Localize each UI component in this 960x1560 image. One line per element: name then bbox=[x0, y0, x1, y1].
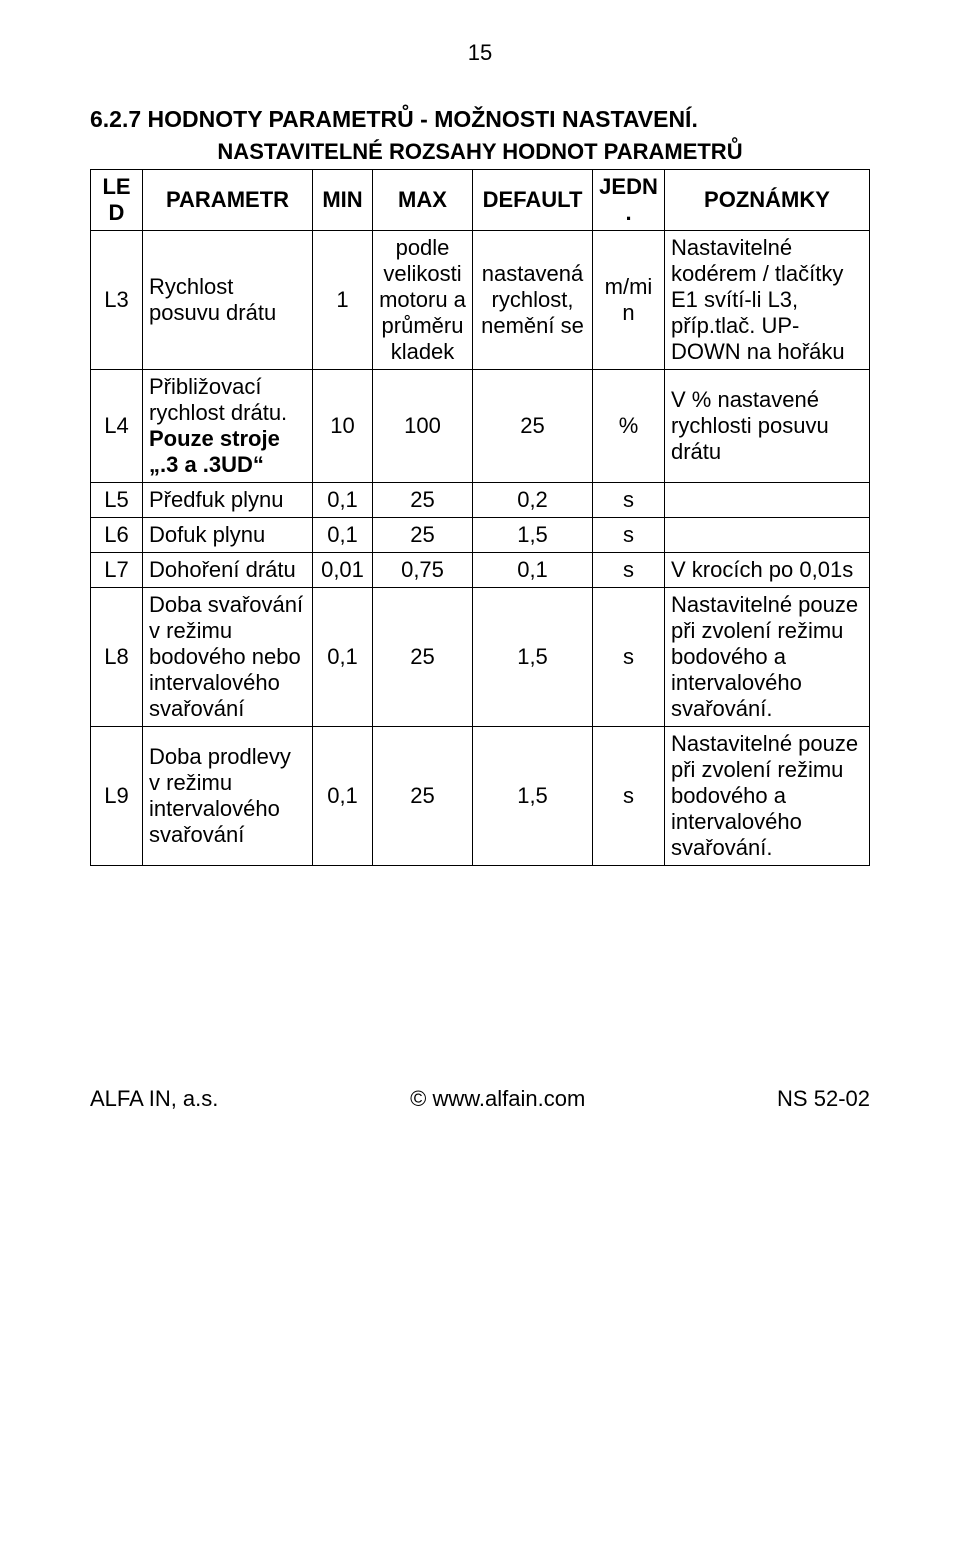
cell-param: Předfuk plynu bbox=[143, 483, 313, 518]
cell-unit: s bbox=[593, 518, 665, 553]
cell-param: Doba prodlevy v režimu intervalového sva… bbox=[143, 727, 313, 866]
cell-unit: % bbox=[593, 370, 665, 483]
cell-note: Nastavitelné kodérem / tlačítky E1 svítí… bbox=[665, 231, 870, 370]
cell-min: 0,1 bbox=[313, 588, 373, 727]
page-number: 15 bbox=[90, 40, 870, 66]
cell-unit: s bbox=[593, 553, 665, 588]
table-body: L3 Rychlost posuvu drátu 1 podle velikos… bbox=[91, 231, 870, 866]
table-row: L3 Rychlost posuvu drátu 1 podle velikos… bbox=[91, 231, 870, 370]
cell-def: nastavená rychlost, nemění se bbox=[473, 231, 593, 370]
table-row: L8 Doba svařování v režimu bodového nebo… bbox=[91, 588, 870, 727]
footer-right: NS 52-02 bbox=[777, 1086, 870, 1112]
cell-led: L4 bbox=[91, 370, 143, 483]
cell-min: 0,1 bbox=[313, 518, 373, 553]
cell-unit: s bbox=[593, 588, 665, 727]
cell-def: 1,5 bbox=[473, 727, 593, 866]
table-row: L7 Dohoření drátu 0,01 0,75 0,1 s V kroc… bbox=[91, 553, 870, 588]
cell-note: V % nastavené rychlosti posuvu drátu bbox=[665, 370, 870, 483]
cell-min: 0,1 bbox=[313, 483, 373, 518]
cell-max: 100 bbox=[373, 370, 473, 483]
table-header-row: LED PARAMETR MIN MAX DEFAULT JEDN. POZNÁ… bbox=[91, 170, 870, 231]
cell-led: L8 bbox=[91, 588, 143, 727]
header-default: DEFAULT bbox=[473, 170, 593, 231]
footer-center: © www.alfain.com bbox=[410, 1086, 585, 1112]
cell-param: Dofuk plynu bbox=[143, 518, 313, 553]
cell-note: Nastavitelné pouze při zvolení režimu bo… bbox=[665, 588, 870, 727]
cell-param: Dohoření drátu bbox=[143, 553, 313, 588]
cell-min: 10 bbox=[313, 370, 373, 483]
cell-led: L3 bbox=[91, 231, 143, 370]
cell-note bbox=[665, 518, 870, 553]
cell-led: L7 bbox=[91, 553, 143, 588]
document-page: 15 6.2.7 HODNOTY PARAMETRŮ - MOŽNOSTI NA… bbox=[0, 0, 960, 1142]
cell-unit: s bbox=[593, 483, 665, 518]
cell-param: Doba svařování v režimu bodového nebo in… bbox=[143, 588, 313, 727]
cell-min: 0,01 bbox=[313, 553, 373, 588]
cell-min: 1 bbox=[313, 231, 373, 370]
cell-led: L9 bbox=[91, 727, 143, 866]
cell-def: 0,2 bbox=[473, 483, 593, 518]
header-poznamky: POZNÁMKY bbox=[665, 170, 870, 231]
table-row: L6 Dofuk plynu 0,1 25 1,5 s bbox=[91, 518, 870, 553]
cell-max: 25 bbox=[373, 727, 473, 866]
footer-left: ALFA IN, a.s. bbox=[90, 1086, 218, 1112]
cell-unit: s bbox=[593, 727, 665, 866]
cell-led: L6 bbox=[91, 518, 143, 553]
cell-def: 1,5 bbox=[473, 518, 593, 553]
table-row: L5 Předfuk plynu 0,1 25 0,2 s bbox=[91, 483, 870, 518]
cell-max: podle velikosti motoru a průměru kladek bbox=[373, 231, 473, 370]
cell-unit: m/min bbox=[593, 231, 665, 370]
cell-min: 0,1 bbox=[313, 727, 373, 866]
cell-max: 0,75 bbox=[373, 553, 473, 588]
cell-led: L5 bbox=[91, 483, 143, 518]
header-led: LED bbox=[91, 170, 143, 231]
header-min: MIN bbox=[313, 170, 373, 231]
cell-note bbox=[665, 483, 870, 518]
cell-def: 0,1 bbox=[473, 553, 593, 588]
table-row: L9 Doba prodlevy v režimu intervalového … bbox=[91, 727, 870, 866]
cell-note: V krocích po 0,01s bbox=[665, 553, 870, 588]
table-row: L4 Přibližovací rychlost drátu. Pouze st… bbox=[91, 370, 870, 483]
parameters-table: LED PARAMETR MIN MAX DEFAULT JEDN. POZNÁ… bbox=[90, 169, 870, 866]
cell-param: Rychlost posuvu drátu bbox=[143, 231, 313, 370]
cell-note: Nastavitelné pouze při zvolení režimu bo… bbox=[665, 727, 870, 866]
cell-max: 25 bbox=[373, 518, 473, 553]
cell-def: 25 bbox=[473, 370, 593, 483]
header-parametr: PARAMETR bbox=[143, 170, 313, 231]
header-jedn: JEDN. bbox=[593, 170, 665, 231]
cell-max: 25 bbox=[373, 588, 473, 727]
section-title: 6.2.7 HODNOTY PARAMETRŮ - MOŽNOSTI NASTA… bbox=[90, 106, 870, 133]
cell-param: Přibližovací rychlost drátu. Pouze stroj… bbox=[143, 370, 313, 483]
cell-def: 1,5 bbox=[473, 588, 593, 727]
cell-max: 25 bbox=[373, 483, 473, 518]
table-title: NASTAVITELNÉ ROZSAHY HODNOT PARAMETRŮ bbox=[90, 139, 870, 165]
header-max: MAX bbox=[373, 170, 473, 231]
page-footer: ALFA IN, a.s. © www.alfain.com NS 52-02 bbox=[90, 1086, 870, 1112]
